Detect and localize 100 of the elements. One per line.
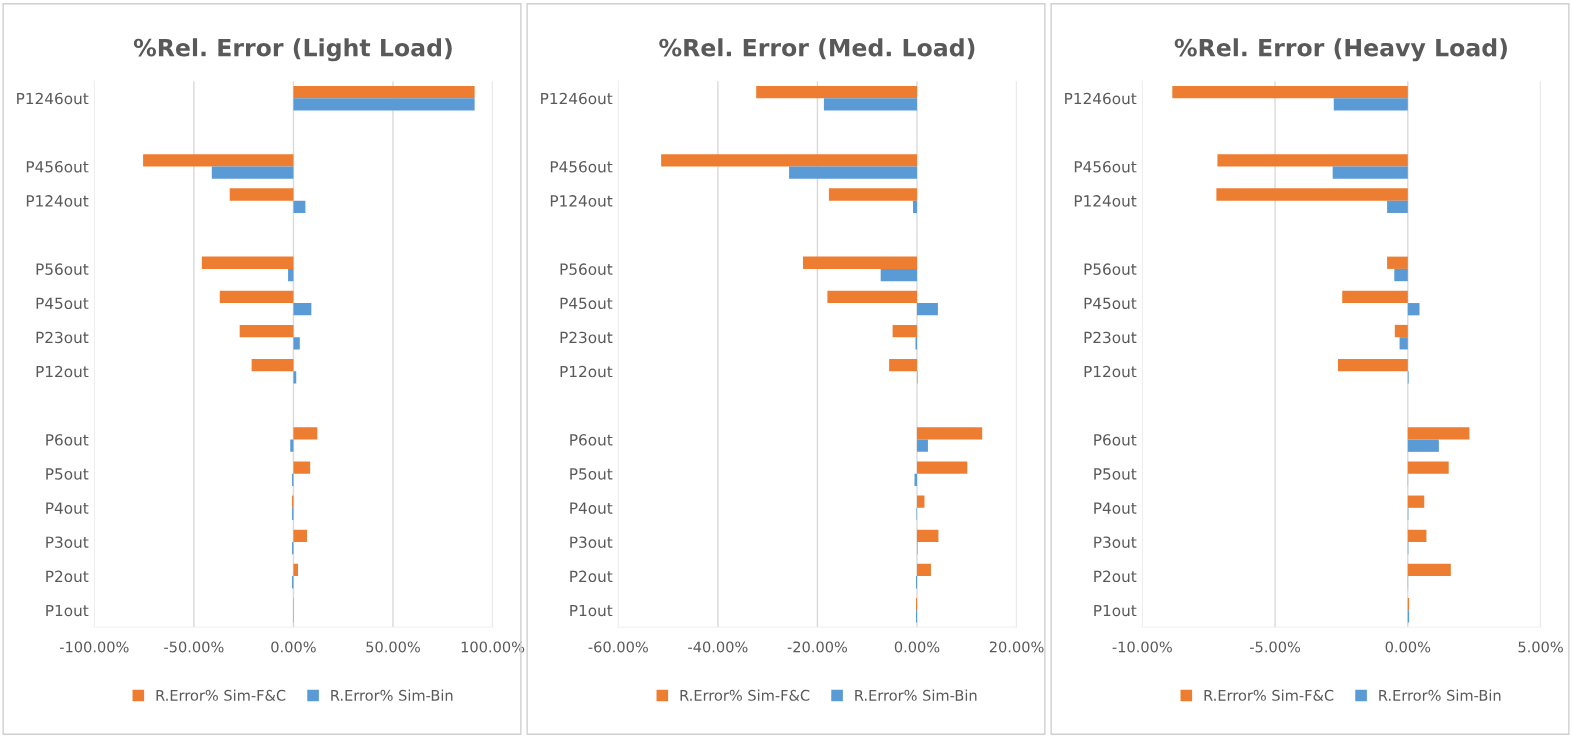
y-tick-label: P23out [36, 331, 89, 344]
y-tick-label: P12out [36, 365, 89, 378]
y-tick-label: P124out [1074, 195, 1137, 207]
x-tick-label: -60.00% [588, 641, 648, 653]
bar [892, 324, 917, 338]
y-tick-label: P3out [1094, 536, 1137, 548]
bar [917, 529, 939, 542]
y-tick-label: P4out [1094, 502, 1137, 514]
y-tick-label: P12out [560, 365, 613, 378]
y-tick-label: P45out [560, 297, 613, 310]
y-tick-label: P1out [1094, 604, 1137, 617]
bar [219, 290, 294, 304]
bar [1407, 461, 1449, 474]
y-tick-label: P124out [26, 195, 89, 207]
bar [293, 200, 306, 213]
y-tick-label: P124out [550, 195, 613, 207]
bar [917, 439, 928, 452]
bar [889, 359, 917, 372]
bar [917, 303, 938, 316]
bar [1387, 256, 1408, 269]
bar [1407, 529, 1427, 542]
y-tick-label: P456out [550, 160, 613, 173]
legend-label: R.Error% Sim-Bin [1379, 689, 1501, 701]
legend-label: R.Error% Sim-Bin [331, 689, 453, 701]
y-tick-label: P1246out [541, 92, 613, 105]
bar [293, 85, 475, 99]
y-tick-label: P6out [46, 434, 89, 446]
bar [1216, 188, 1408, 201]
legend-label: R.Error% Sim-F&C [1204, 689, 1334, 701]
y-tick-label: P1246out [17, 92, 89, 105]
y-tick-label: P2out [46, 570, 89, 583]
chart-title: %Rel. Error (Med. Load) [659, 38, 975, 60]
chart-title: %Rel. Error (Heavy Load) [1174, 38, 1507, 62]
x-tick-label: -100.00% [59, 641, 129, 653]
bar [1407, 495, 1425, 508]
y-tick-label: P1out [46, 604, 89, 617]
x-tick-label: -20.00% [787, 641, 848, 653]
bar [789, 166, 917, 179]
bar [1337, 359, 1408, 372]
y-tick-label: P45out [36, 297, 89, 310]
y-tick-label: P4out [570, 502, 613, 514]
x-tick-label: 5.00% [1518, 641, 1563, 653]
y-tick-label: P56out [36, 263, 89, 275]
bar [917, 495, 925, 508]
y-tick-label: P6out [570, 434, 613, 446]
bar [880, 268, 917, 282]
bar [239, 324, 294, 338]
y-tick-label: P456out [1074, 160, 1137, 173]
bar [917, 563, 931, 577]
bar [293, 427, 318, 440]
y-tick-label: P45out [1084, 297, 1137, 310]
y-tick-label: P5out [1094, 468, 1137, 480]
bar [661, 154, 917, 167]
bar [1407, 439, 1439, 452]
x-tick-label: 0.00% [894, 641, 940, 653]
bar [803, 256, 917, 269]
bar [1407, 563, 1451, 577]
bar [1172, 85, 1408, 99]
bar [293, 98, 475, 111]
y-tick-label: P6out [1094, 434, 1137, 446]
legend-label: R.Error% Sim-Bin [855, 689, 977, 701]
bar [293, 461, 311, 474]
bar [913, 200, 917, 213]
y-tick-label: P12out [1084, 365, 1137, 378]
legend-label: R.Error% Sim-F&C [680, 689, 810, 701]
bar [293, 529, 307, 542]
x-tick-label: -10.00% [1112, 641, 1172, 653]
x-tick-label: -5.00% [1249, 641, 1301, 653]
y-tick-label: P23out [560, 331, 613, 344]
x-tick-label: 0.00% [271, 641, 316, 653]
x-tick-label: -40.00% [688, 641, 748, 653]
bar [229, 188, 294, 201]
y-tick-label: P1246out [1065, 92, 1137, 105]
bar [293, 337, 300, 350]
y-tick-label: P2out [1094, 570, 1137, 583]
y-tick-label: P456out [26, 160, 89, 173]
legend-label: R.Error% Sim-F&C [156, 689, 286, 701]
chart-title: %Rel. Error (Light Load) [133, 38, 452, 62]
bar [1407, 303, 1420, 316]
y-tick-label: P3out [570, 536, 613, 548]
bar [293, 371, 297, 384]
bar [827, 290, 917, 304]
x-tick-label: -50.00% [164, 641, 224, 653]
y-tick-label: P5out [46, 468, 89, 480]
y-tick-label: P56out [1084, 263, 1137, 275]
bar [917, 427, 983, 440]
bar [1399, 337, 1408, 350]
bar [1407, 427, 1470, 440]
y-tick-label: P2out [570, 570, 613, 583]
bar [290, 439, 294, 452]
bar [1342, 290, 1408, 304]
bar [1332, 166, 1408, 179]
bar [1333, 98, 1408, 111]
bar [293, 303, 312, 316]
bar [917, 461, 968, 474]
bar [1217, 154, 1408, 167]
bar [828, 188, 917, 201]
bar [143, 154, 294, 167]
bar [823, 98, 917, 111]
bar [251, 359, 294, 372]
